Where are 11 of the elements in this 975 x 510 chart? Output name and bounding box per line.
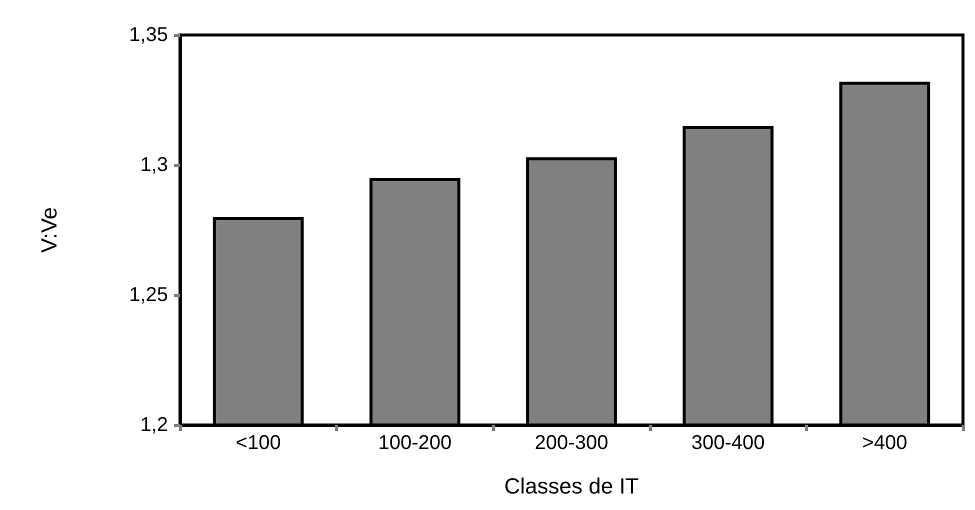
y-tick-label: 1,35 [129,24,168,46]
x-tick-label: 200-300 [534,432,608,454]
x-axis-title: Classes de IT [504,474,639,498]
y-tick-label: 1,2 [140,414,168,436]
x-tick-label: >400 [862,432,908,454]
y-tick-label: 1,25 [129,284,168,306]
x-tick-label: 300-400 [691,432,765,454]
y-axis-title: V:Ve [36,207,62,253]
x-tick-label: 100-200 [378,432,452,454]
y-tick-label: 1,3 [140,154,168,176]
x-tick-label: <100 [236,432,281,454]
